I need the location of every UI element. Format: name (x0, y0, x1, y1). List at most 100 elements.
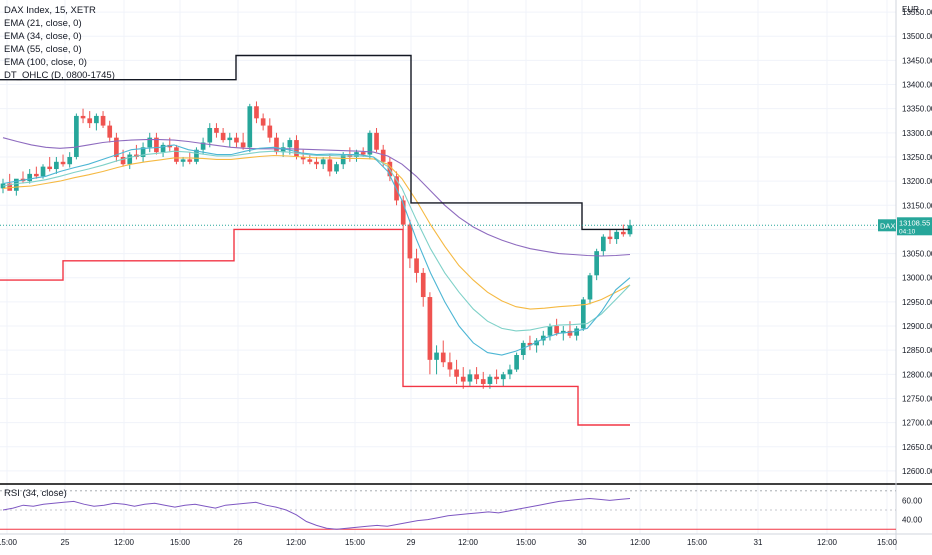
symbol-badge (878, 219, 896, 232)
candle-body (40, 166, 46, 177)
ema-34-line (2, 150, 631, 332)
last-price-badge (897, 217, 932, 236)
time-tick-label: 15:00 (0, 538, 18, 547)
price-tick-label: 12650.00 (902, 443, 932, 452)
candle-body (474, 374, 479, 380)
legend-study-ema-55[interactable]: EMA (55, close, 0) (4, 44, 82, 55)
candle-body (227, 137, 233, 141)
symbol-badge-label: DAX (880, 221, 895, 230)
candle-body (360, 152, 366, 155)
candle-body (420, 272, 426, 298)
price-tick-label: 12700.00 (902, 419, 932, 428)
price-tick-label: 12800.00 (902, 370, 932, 379)
time-tick-label: 12:00 (286, 538, 307, 547)
time-tick-label: 26 (234, 538, 243, 547)
candle-body (367, 132, 373, 155)
candle-body (234, 137, 239, 143)
candle-body (247, 106, 253, 148)
candle-body (307, 159, 313, 162)
candle-body (260, 118, 266, 126)
candle-body (400, 200, 406, 225)
time-tick-label: 15:00 (170, 538, 191, 547)
price-tick-label: 12600.00 (902, 467, 932, 476)
candle-body (147, 137, 153, 148)
price-tick-label: 13400.00 (902, 81, 932, 90)
price-tick-label: 13000.00 (902, 274, 932, 283)
candle-body (327, 159, 333, 172)
candle-body (74, 115, 79, 157)
candle-body (287, 140, 293, 148)
candle-body (220, 132, 226, 141)
candle-body (87, 118, 93, 124)
price-tick-label: 12900.00 (902, 322, 932, 331)
time-tick-label: 15:00 (345, 538, 366, 547)
candle-body (187, 159, 193, 162)
time-tick-label: 30 (578, 538, 587, 547)
candle-body (114, 137, 119, 157)
candle-body (494, 376, 499, 380)
price-tick-label: 13550.00 (902, 8, 932, 17)
legend-study-ema-100[interactable]: EMA (100, close, 0) (4, 57, 87, 68)
ohlc-low-line (0, 228, 630, 426)
candle-body (600, 236, 606, 252)
candle-body (614, 231, 619, 240)
legend-title[interactable]: DAX Index, 15, XETR (4, 5, 96, 16)
price-tick-label: 13300.00 (902, 129, 932, 138)
candle-body (47, 166, 53, 170)
price-tick-label: 13150.00 (902, 201, 932, 210)
candle-body (254, 106, 259, 119)
candle-body (214, 127, 219, 133)
price-tick-label: 12950.00 (902, 298, 932, 307)
legend-study-ema-21[interactable]: EMA (21, close, 0) (4, 18, 82, 29)
time-tick-label: 15:00 (516, 538, 537, 547)
candle-body (340, 154, 346, 165)
candle-body (467, 374, 473, 382)
candle-body (447, 362, 453, 370)
candle-body (554, 326, 559, 334)
rsi-title[interactable]: RSI (34, close) (4, 488, 67, 499)
candle-body (460, 376, 466, 382)
legend-study-dt-ohlc[interactable]: DT_OHLC (D, 0800-1745) (4, 70, 115, 81)
time-tick-label: 25 (61, 538, 70, 547)
candle-body (480, 379, 486, 384)
candle-body (120, 156, 126, 165)
candle-body (154, 137, 159, 153)
candle-body (414, 258, 419, 273)
candle-body (240, 142, 246, 148)
candle-body (407, 224, 413, 259)
candle-body (514, 355, 519, 370)
price-tick-label: 12750.00 (902, 394, 932, 403)
candle-body (567, 330, 573, 336)
candle-body (54, 161, 59, 170)
candle-body (80, 115, 86, 119)
candle-body (140, 147, 146, 157)
legend-study-ema-34[interactable]: EMA (34, close, 0) (4, 31, 82, 42)
candle-body (14, 178, 19, 191)
candle-body (454, 369, 459, 377)
candle-body (427, 297, 433, 360)
candle-body (507, 369, 513, 375)
candle-body (380, 149, 386, 162)
candle-body (334, 164, 339, 172)
candle-body (267, 125, 273, 138)
price-tick-label: 13200.00 (902, 177, 932, 186)
candle-body (194, 149, 199, 162)
candle-body (527, 342, 533, 346)
candle-body (280, 147, 286, 153)
candle-body (607, 236, 613, 240)
candle-body (27, 173, 33, 182)
time-tick-label: 12:00 (630, 538, 651, 547)
time-tick-label: 31 (754, 538, 763, 547)
candle-body (94, 115, 99, 124)
candle-body (487, 376, 493, 384)
price-tick-label: 12850.00 (902, 346, 932, 355)
currency-label: EUR (902, 5, 919, 14)
ema-55-line (2, 154, 631, 310)
rsi-tick-label: 60.00 (902, 496, 923, 505)
candle-body (594, 251, 599, 276)
candle-body (174, 147, 179, 162)
countdown-label: 04:10 (899, 228, 916, 235)
time-tick-label: 12:00 (114, 538, 135, 547)
